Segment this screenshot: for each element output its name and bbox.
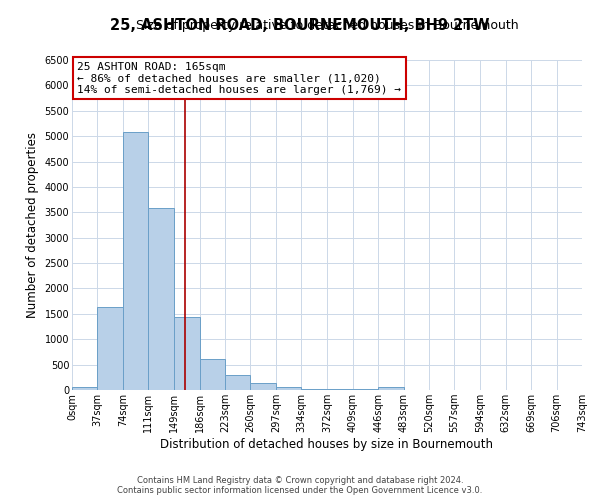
Bar xyxy=(97,306,123,390)
Bar xyxy=(250,382,276,390)
Y-axis label: Number of detached properties: Number of detached properties xyxy=(26,132,39,318)
Text: 25, ASHTON ROAD, BOURNEMOUTH, BH9 2TW: 25, ASHTON ROAD, BOURNEMOUTH, BH9 2TW xyxy=(110,18,490,32)
Text: 25 ASHTON ROAD: 165sqm
← 86% of detached houses are smaller (11,020)
14% of semi: 25 ASHTON ROAD: 165sqm ← 86% of detached… xyxy=(77,62,401,95)
Bar xyxy=(225,375,250,390)
Bar xyxy=(200,358,225,390)
Bar xyxy=(301,389,326,390)
X-axis label: Distribution of detached houses by size in Bournemouth: Distribution of detached houses by size … xyxy=(161,438,493,451)
Bar xyxy=(276,387,301,390)
Bar xyxy=(123,132,148,390)
Text: Contains HM Land Registry data © Crown copyright and database right 2024.
Contai: Contains HM Land Registry data © Crown c… xyxy=(118,476,482,495)
Bar xyxy=(378,387,404,390)
Title: Size of property relative to detached houses in Bournemouth: Size of property relative to detached ho… xyxy=(136,20,518,32)
Bar xyxy=(174,318,200,390)
Bar xyxy=(148,208,173,390)
Bar xyxy=(328,389,353,390)
Bar xyxy=(353,389,378,390)
Bar xyxy=(72,387,97,390)
